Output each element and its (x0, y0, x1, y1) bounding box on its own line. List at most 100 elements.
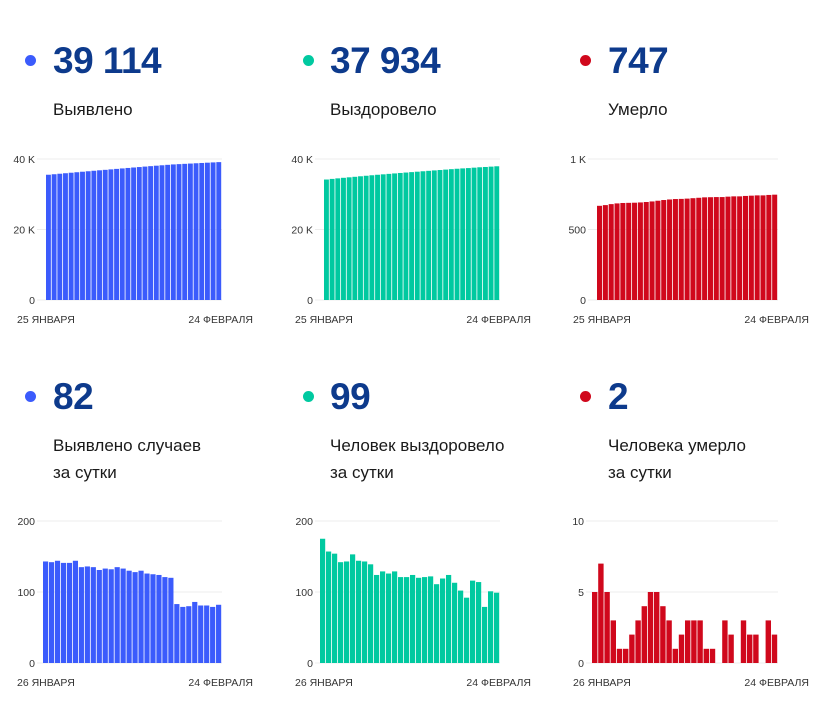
bar (187, 163, 193, 300)
bar (332, 553, 338, 663)
bar (131, 167, 137, 300)
bar (753, 634, 759, 663)
bar (437, 170, 443, 300)
bar (667, 199, 673, 300)
bar (46, 174, 51, 300)
y-tick-label: 200 (17, 516, 35, 528)
bar (754, 195, 760, 300)
x-tick-label-end: 24 ФЕВРАЛЯ (466, 677, 531, 689)
bar (374, 574, 380, 663)
bar (176, 164, 182, 300)
x-tick-label-end: 24 ФЕВРАЛЯ (744, 677, 809, 689)
bar (626, 202, 632, 300)
bar (170, 164, 176, 300)
stat-label: Умерло (608, 100, 668, 119)
bar (398, 577, 404, 663)
stat-value: 82 (53, 376, 94, 417)
bar (182, 163, 188, 300)
y-tick-label: 0 (580, 295, 586, 307)
legend-dot-icon (25, 55, 36, 66)
bar (338, 562, 344, 663)
bar (742, 195, 749, 300)
bar (156, 574, 162, 663)
bar (114, 168, 120, 300)
bar (148, 166, 154, 300)
bar (404, 577, 410, 663)
bar (620, 202, 626, 300)
bar (138, 570, 144, 663)
bar (126, 570, 132, 663)
bar (204, 162, 210, 300)
bar (482, 606, 488, 663)
y-tick-label: 0 (29, 295, 35, 307)
y-tick-label: 200 (295, 516, 313, 528)
bar (684, 198, 690, 300)
bar (144, 573, 150, 663)
bar (409, 172, 415, 300)
bar (186, 606, 192, 663)
bar (765, 620, 771, 663)
bar (142, 166, 148, 300)
bar (66, 562, 73, 663)
y-tick-label: 0 (578, 658, 584, 670)
bar (119, 168, 125, 300)
bar (434, 584, 440, 663)
bar (731, 196, 737, 300)
legend-dot-icon (303, 391, 314, 402)
bar (91, 170, 97, 300)
bar (737, 196, 743, 300)
bar (153, 165, 159, 300)
bar (204, 605, 210, 663)
bar (335, 178, 341, 300)
bar (350, 554, 356, 663)
y-tick-label: 40 K (291, 154, 313, 166)
bar (96, 569, 102, 663)
stat-value: 39 114 (53, 40, 162, 81)
bar (199, 162, 205, 300)
bar (672, 199, 678, 300)
bar (707, 197, 713, 300)
bar (635, 620, 641, 663)
bar (592, 592, 598, 663)
bar (494, 592, 500, 663)
bar (84, 566, 90, 663)
bar (198, 605, 204, 663)
y-tick-label: 100 (295, 587, 313, 599)
bar (465, 168, 471, 300)
bar (685, 620, 691, 663)
bar (458, 590, 464, 663)
bar (368, 564, 374, 663)
chart-recovered-total: 0 20 K 40 K 25 ЯНВАРЯ 24 ФЕВРАЛЯ (291, 154, 531, 326)
bar (380, 174, 386, 300)
y-tick-label: 500 (568, 225, 586, 237)
y-tick-label: 10 (572, 516, 584, 528)
stat-label-line-1: Человек выздоровело (330, 436, 505, 455)
bar (341, 177, 346, 300)
chart-detected-total: 0 20 K 40 K 25 ЯНВАРЯ 24 ФЕВРАЛЯ (13, 154, 253, 326)
bar (655, 200, 661, 300)
panel-recovered-total: 37 934 Выздоровело 0 20 K 40 K 25 ЯНВАРЯ 24 … (278, 0, 556, 350)
stat-label-line-2: за сутки (53, 463, 117, 482)
bar (460, 168, 466, 300)
bar (488, 166, 494, 300)
bar (703, 648, 709, 663)
bar (150, 574, 156, 663)
bar (454, 168, 460, 300)
bar (63, 173, 68, 300)
x-tick-label-start: 26 ЯНВАРЯ (17, 677, 75, 689)
bar (108, 569, 114, 663)
bar (477, 167, 483, 300)
bar (352, 176, 358, 300)
bar (320, 538, 326, 663)
bar (216, 604, 222, 663)
bar (691, 620, 697, 663)
bar (57, 173, 63, 300)
y-tick-label: 1 K (570, 154, 586, 166)
bar (448, 169, 454, 300)
bar (772, 194, 778, 300)
bar (702, 197, 708, 300)
bar (632, 202, 638, 300)
bar (661, 200, 667, 300)
bar (210, 606, 216, 663)
stat-value: 37 934 (330, 40, 441, 81)
